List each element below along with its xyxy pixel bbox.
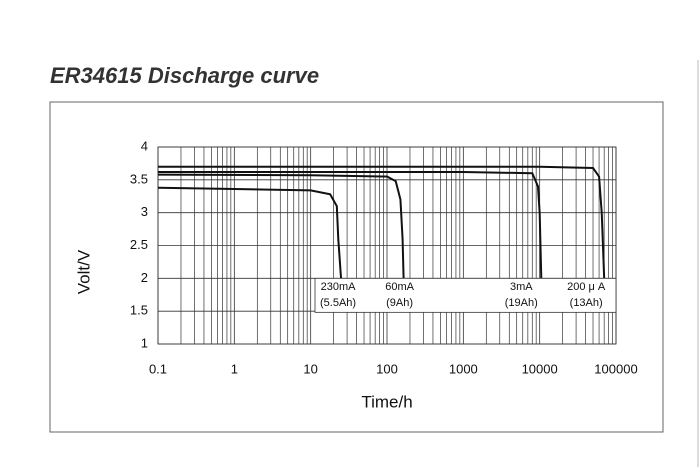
y-tick-label: 2.5	[130, 237, 148, 252]
x-tick-label: 10	[303, 361, 317, 376]
series-capacity: (19Ah)	[505, 297, 538, 309]
x-tick-label: 0.1	[149, 361, 167, 376]
y-tick-label: 1	[141, 335, 148, 350]
series-capacity: (5.5Ah)	[320, 297, 356, 309]
series-capacity: (13Ah)	[570, 297, 603, 309]
x-tick-label: 100	[376, 361, 398, 376]
y-tick-label: 3.5	[130, 171, 148, 186]
chart-title: ER34615 Discharge curve	[50, 63, 319, 88]
y-axis-label: Volt/V	[74, 249, 93, 294]
series-label: 60mA	[385, 281, 414, 293]
x-tick-label: 100000	[594, 361, 637, 376]
x-tick-label: 10000	[522, 361, 558, 376]
annotation-box	[314, 277, 617, 313]
curve	[158, 165, 606, 279]
series-label: 3mA	[510, 281, 533, 293]
plot-border	[157, 146, 617, 345]
curve	[157, 186, 343, 279]
curve	[157, 173, 405, 279]
series-label: 200 μ A	[567, 281, 606, 293]
x-tick-label: 1000	[449, 361, 478, 376]
y-tick-label: 4	[141, 138, 148, 153]
lines	[157, 165, 606, 279]
curve	[158, 170, 543, 279]
x-axis-label: Time/h	[361, 392, 412, 411]
frame	[49, 101, 664, 433]
series-label: 230mA	[321, 281, 357, 293]
y-tick-label: 1.5	[130, 303, 148, 318]
series-capacity: (9Ah)	[386, 297, 413, 309]
y-tick-label: 2	[141, 270, 148, 285]
x-tick-label: 1	[231, 361, 238, 376]
y-tick-label: 3	[141, 204, 148, 219]
